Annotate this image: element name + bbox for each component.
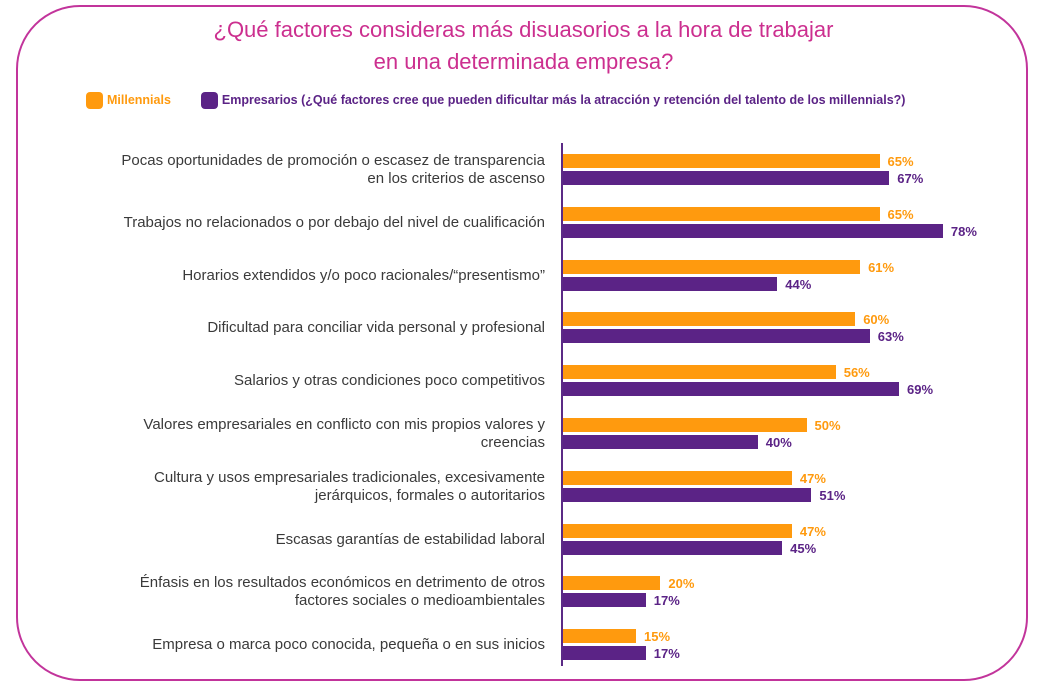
- category-label: Énfasis en los resultados económicos en …: [139, 574, 545, 610]
- category-label: Valores empresariales en conflicto con m…: [143, 416, 545, 451]
- value-label-millennials: 20%: [668, 576, 695, 592]
- value-label-millennials: 60%: [863, 312, 890, 328]
- bar-millennials: [563, 312, 856, 327]
- chart-legend: Millennials Empresarios (¿Qué factores c…: [86, 90, 935, 110]
- chart-title: ¿Qué factores consideras más disuasorios…: [0, 14, 1047, 78]
- bar-millennials: [563, 259, 861, 274]
- category-label: Trabajos no relacionados o por debajo de…: [123, 213, 545, 231]
- category-label: Pocas oportunidades de promoción o escas…: [121, 152, 545, 187]
- legend-label-millennials: Millennials: [107, 93, 171, 107]
- bar-empresarios: [563, 382, 900, 397]
- legend-item-empresarios: Empresarios (¿Qué factores cree que pued…: [200, 91, 906, 109]
- bar-empresarios: [563, 329, 870, 344]
- category-label: Escasas garantías de estabilidad laboral: [275, 530, 545, 548]
- value-label-empresarios: 17%: [653, 646, 680, 662]
- chart-title-line-1: ¿Qué factores consideras más disuasorios…: [213, 17, 834, 42]
- bar-empresarios: [563, 223, 943, 238]
- chart-frame: [16, 5, 1028, 681]
- value-label-empresarios: 69%: [907, 382, 934, 398]
- bar-millennials: [563, 206, 880, 221]
- bar-millennials: [563, 365, 836, 380]
- value-label-empresarios: 78%: [950, 223, 977, 239]
- value-label-millennials: 47%: [799, 470, 826, 486]
- bar-empresarios: [563, 593, 646, 608]
- legend-swatch-empresarios: [200, 91, 218, 109]
- value-label-empresarios: 40%: [765, 435, 792, 450]
- value-label-millennials: 56%: [843, 365, 870, 381]
- legend-swatch-millennials: [86, 91, 103, 109]
- value-label-millennials: 65%: [887, 154, 914, 169]
- value-label-millennials: 15%: [644, 629, 671, 645]
- legend-item-millennials: Millennials: [86, 91, 171, 109]
- value-label-empresarios: 63%: [877, 329, 904, 345]
- bar-millennials: [563, 629, 637, 644]
- value-label-empresarios: 44%: [785, 276, 812, 292]
- bar-empresarios: [563, 276, 778, 291]
- bar-empresarios: [563, 487, 812, 502]
- bar-millennials: [563, 418, 807, 432]
- chart-title-line-2: en una determinada empresa?: [373, 49, 674, 74]
- value-label-empresarios: 17%: [653, 593, 680, 609]
- category-label: Horarios extendidos y/o poco racionales/…: [182, 266, 545, 284]
- bar-empresarios: [563, 171, 890, 185]
- bar-millennials: [563, 470, 792, 485]
- category-label: Cultura y usos empresariales tradicional…: [153, 468, 545, 504]
- bar-empresarios: [563, 435, 758, 449]
- value-label-empresarios: 45%: [790, 540, 817, 556]
- bar-millennials: [563, 576, 661, 591]
- value-label-empresarios: 51%: [819, 487, 846, 503]
- category-label: Empresa o marca poco conocida, pequeña o…: [152, 636, 545, 654]
- value-label-millennials: 47%: [799, 523, 826, 539]
- value-label-empresarios: 67%: [897, 171, 924, 186]
- value-label-millennials: 65%: [887, 206, 914, 222]
- bar-millennials: [563, 523, 792, 538]
- bar-empresarios: [563, 540, 783, 555]
- category-label: Salarios y otras condiciones poco compet…: [234, 372, 545, 390]
- category-label: Dificultad para conciliar vida personal …: [207, 319, 545, 337]
- bar-empresarios: [563, 646, 646, 661]
- legend-label-empresarios: Empresarios (¿Qué factores cree que pued…: [221, 93, 906, 107]
- value-label-millennials: 61%: [868, 259, 895, 275]
- bar-millennials: [563, 154, 880, 168]
- value-label-millennials: 50%: [814, 418, 841, 433]
- category-axis: [561, 143, 563, 666]
